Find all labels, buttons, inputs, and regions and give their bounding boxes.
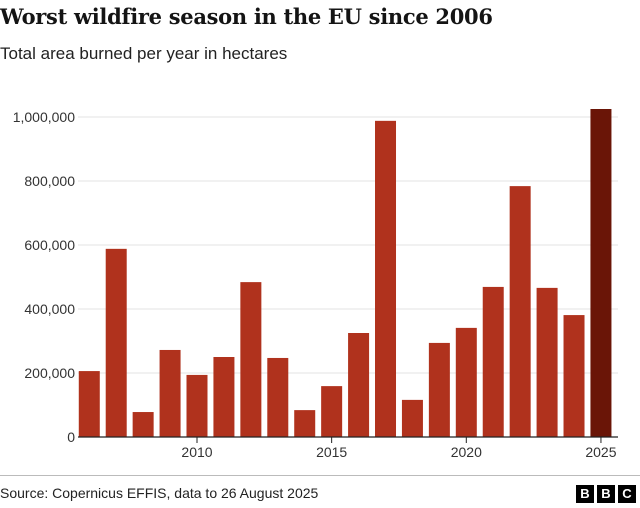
bar-chart: 0 200,000 400,000 600,000 800,000 1,000,000 20… xyxy=(13,109,618,460)
bar xyxy=(348,333,370,437)
bbc-logo: B B C xyxy=(576,485,636,503)
bar xyxy=(267,357,289,437)
y-tick-label: 0 xyxy=(67,429,75,445)
y-tick-label: 600,000 xyxy=(24,237,75,253)
bar xyxy=(482,286,504,437)
bar xyxy=(455,327,477,437)
y-tick-label: 200,000 xyxy=(24,365,75,381)
bar xyxy=(375,120,397,437)
bar xyxy=(536,287,558,437)
bar xyxy=(105,248,127,437)
y-tick-label: 800,000 xyxy=(24,173,75,189)
bar xyxy=(78,371,100,437)
bar xyxy=(401,399,423,437)
bar xyxy=(563,315,585,437)
x-tick-label: 2015 xyxy=(316,444,347,460)
footer-divider xyxy=(0,475,640,476)
bbc-logo-letter: C xyxy=(618,485,636,503)
bar xyxy=(321,386,343,437)
chart-title: Worst wildfire season in the EU since 20… xyxy=(0,4,493,29)
bar xyxy=(159,349,181,437)
bar xyxy=(294,410,316,437)
bbc-logo-letter: B xyxy=(597,485,615,503)
bbc-logo-letter: B xyxy=(576,485,594,503)
bar xyxy=(186,374,208,437)
bar xyxy=(509,186,531,437)
y-tick-label: 1,000,000 xyxy=(13,109,75,125)
x-tick-label: 2010 xyxy=(181,444,212,460)
bar xyxy=(132,412,154,437)
bar xyxy=(428,342,450,437)
x-tick-label: 2020 xyxy=(451,444,482,460)
bar xyxy=(213,357,235,437)
source-note: Source: Copernicus EFFIS, data to 26 Aug… xyxy=(0,485,319,501)
x-tick-label: 2025 xyxy=(585,444,616,460)
y-tick-label: 400,000 xyxy=(24,301,75,317)
bar xyxy=(240,282,262,437)
bar xyxy=(590,109,612,437)
chart-subtitle: Total area burned per year in hectares xyxy=(0,44,288,63)
